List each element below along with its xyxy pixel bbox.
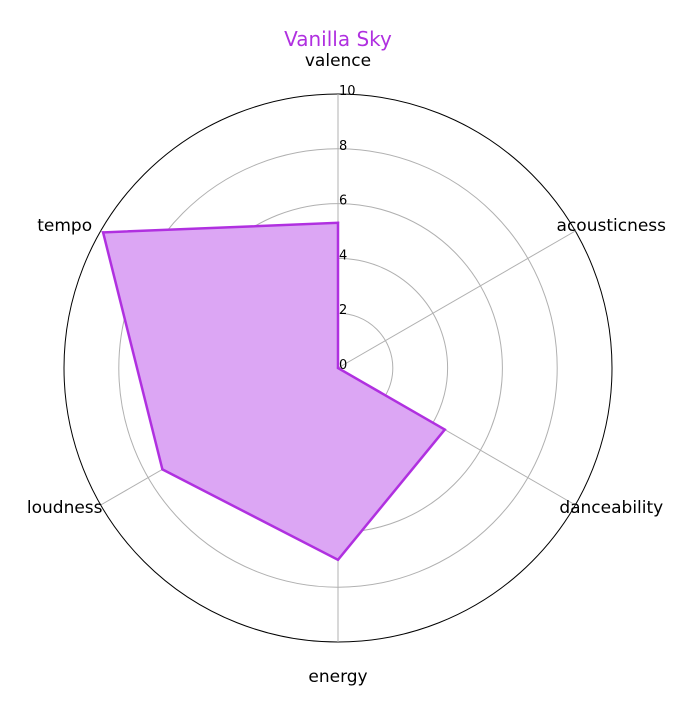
radial-tick-label: 2 bbox=[339, 303, 347, 318]
radar-data-point bbox=[336, 558, 340, 561]
axis-label-valence: valence bbox=[305, 51, 371, 71]
axis-label-tempo: tempo bbox=[37, 216, 92, 236]
radar-spoke bbox=[337, 230, 576, 369]
axis-label-energy: energy bbox=[308, 667, 367, 687]
radial-tick-label: 8 bbox=[339, 139, 347, 154]
radar-series bbox=[101, 221, 447, 562]
chart-title: Vanilla Sky bbox=[284, 27, 392, 51]
axis-label-danceability: danceability bbox=[559, 498, 663, 518]
axis-label-loudness: loudness bbox=[27, 498, 103, 518]
radar-data-point bbox=[161, 468, 164, 471]
radar-tick-labels: 0 2 4 6 8 10 bbox=[339, 84, 356, 373]
radial-tick-label: 0 bbox=[339, 358, 347, 373]
radar-axis-labels: valence acousticness danceability energy lou… bbox=[27, 51, 666, 687]
radial-tick-label: 10 bbox=[339, 84, 356, 99]
radial-tick-label: 4 bbox=[339, 248, 347, 263]
radar-data-point bbox=[336, 221, 340, 224]
radar-data-point bbox=[101, 231, 105, 234]
radial-tick-label: 6 bbox=[339, 194, 347, 209]
radar-data-point bbox=[336, 366, 340, 370]
radar-series-area bbox=[103, 222, 445, 560]
axis-label-acousticness: acousticness bbox=[557, 216, 667, 236]
radar-data-point bbox=[443, 428, 446, 431]
